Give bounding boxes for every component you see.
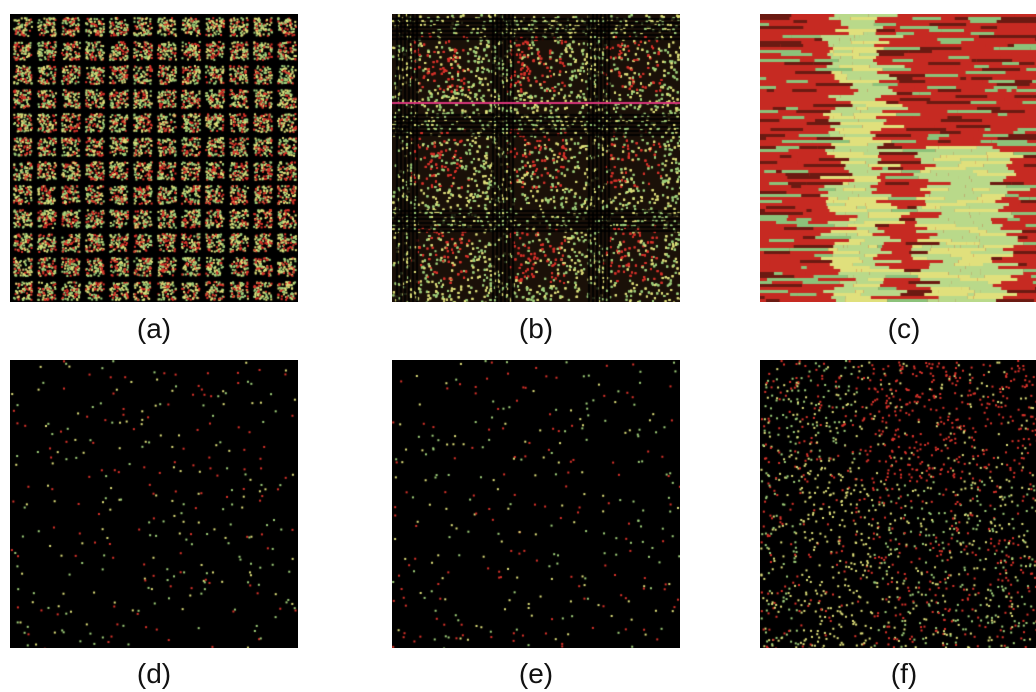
panel-d-canvas xyxy=(10,360,298,648)
panel-b-caption: (b) xyxy=(518,313,554,344)
panel-b-canvas xyxy=(392,14,680,302)
panel-a-image xyxy=(10,14,298,302)
panel-d-image xyxy=(10,360,298,648)
panel-a-caption: (a) xyxy=(136,313,172,344)
panel-f-caption: (f) xyxy=(890,658,918,689)
panel-d-caption: (d) xyxy=(136,658,172,689)
panel-c-canvas xyxy=(760,14,1036,302)
panel-f-image xyxy=(760,360,1036,648)
panel-c-caption: (c) xyxy=(887,313,921,344)
panel-b-image xyxy=(392,14,680,302)
panel-e-canvas xyxy=(392,360,680,648)
panel-f-canvas xyxy=(760,360,1036,648)
panel-a-canvas xyxy=(10,14,298,302)
panel-c-image xyxy=(760,14,1036,302)
panel-e-caption: (e) xyxy=(518,658,554,689)
panel-e-image xyxy=(392,360,680,648)
